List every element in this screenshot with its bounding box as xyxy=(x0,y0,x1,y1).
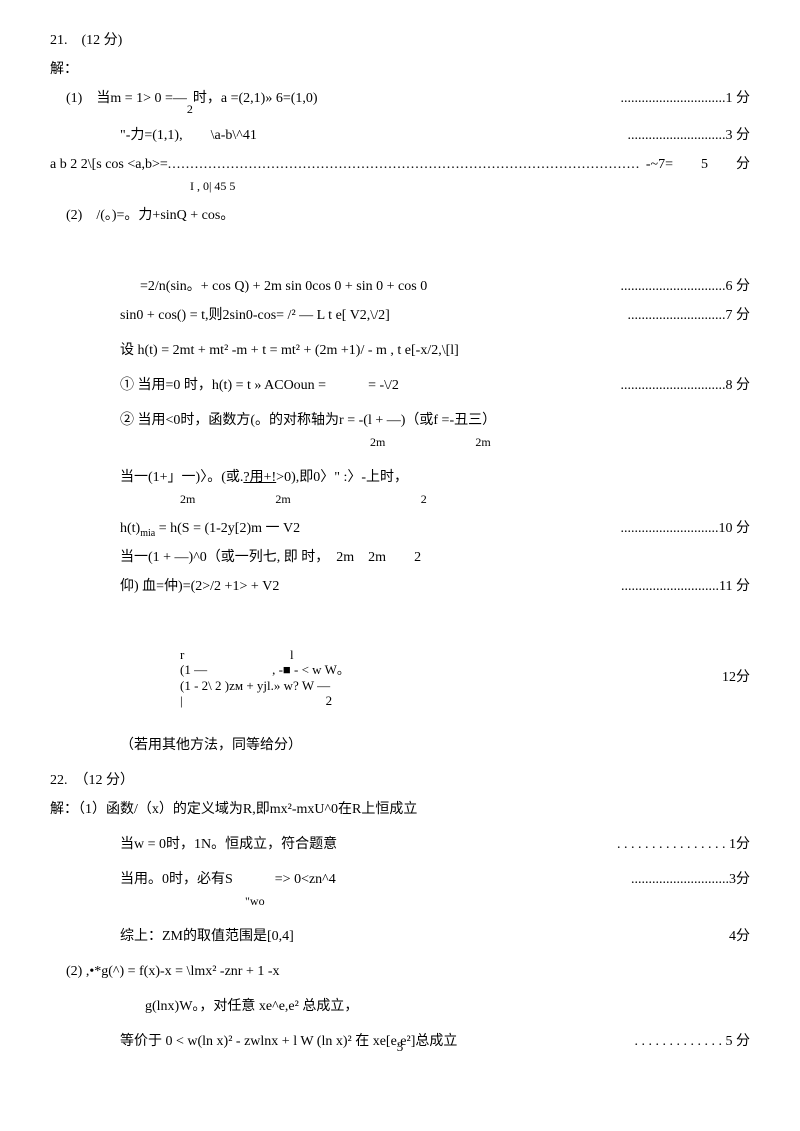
q21-p2-l10: 仰) 血=仲)=(2>/2 +1> + V2 .................… xyxy=(50,576,750,597)
q22-p2-l1: (2) ,•*g(^) = f(x)-x = \lmx² -znr + 1 -x xyxy=(50,961,750,982)
q22-p1-l3-sub: "wo xyxy=(50,892,750,912)
q22-p2-l2: g(lnx)W。，对任意 xe^e,e² 总成立， xyxy=(50,996,750,1017)
score-8: ..............................8 分 xyxy=(621,375,751,396)
score-11: ............................11 分 xyxy=(621,576,750,597)
q21-header: 21. (12 分) xyxy=(50,30,750,51)
q22-p1-l3: 当用。0时，必有S => 0<zn^4 ....................… xyxy=(50,869,750,890)
q22-header: 22. （12 分） xyxy=(50,770,750,791)
q21-p2-l9: 当一(1 + —)^0（或一列七, 即 时， 2m 2m 2 xyxy=(50,547,750,568)
q21-sol-label: 解： xyxy=(50,59,750,80)
q21-p1-l3: a b 2 2\[s cos <a,b>= ..................… xyxy=(50,154,750,175)
score-6: ..............................6 分 xyxy=(621,276,751,297)
score-1: ..............................1 分 xyxy=(621,88,751,109)
q21-p2-l6-sub: 2m2m xyxy=(50,433,750,453)
q21-p2-l4: 设 h(t) = 2mt + mt² -m + t = mt² + (2m +1… xyxy=(50,340,750,361)
q21-p2-l1: (2) /(。)=。力+sinQ + cos。 xyxy=(50,205,750,226)
score-1b: . . . . . . . . . . . . . . . . 1分 xyxy=(617,834,750,855)
score-3b: ............................3分 xyxy=(631,869,750,890)
q21-brace-block: rl (1 — , -■ - < w W。 (1 - 2\ 2 )zᴍ + yj… xyxy=(50,647,750,709)
q21-p2-l5: ① 当用=0 时，h(t) = t » ACOoun = = -\/2 ....… xyxy=(50,375,750,396)
q21-header-text: 21. (12 分) xyxy=(50,33,122,48)
page-number: 3 xyxy=(0,1037,800,1057)
q22-p1-l2: 当w = 0时，1N。恒成立，符合题意 . . . . . . . . . . … xyxy=(50,834,750,855)
score-12: 12分 xyxy=(722,667,750,688)
score-4b: 4分 xyxy=(729,926,750,947)
q21-p1-l2: "-力=(1,1), \a-b\^41 ....................… xyxy=(50,125,750,146)
q21-p1-l3-sub: I , 0| 45 5 xyxy=(50,177,750,197)
q22-p1-l4: 综上：ZM的取值范围是[0,4] 4分 xyxy=(50,926,750,947)
q21-p1-l1: (1) 当m = 1> 0 =— 2时，a =(2,1)» 6=(1,0) ..… xyxy=(50,88,750,117)
q21-p2-l7-sub: 2m2m2 xyxy=(50,490,750,510)
score-3: ............................3 分 xyxy=(628,125,751,146)
q21-note: （若用其他方法，同等给分） xyxy=(50,735,750,756)
q21-p2-l8: h(t)mia = h(S = (1-2y[2)m 一 V2 .........… xyxy=(50,518,750,539)
q21-p2-l6: ② 当用<0时，函数方(。的对称轴为r = -(l + —)（或f =-丑三） xyxy=(50,410,750,431)
q21-p2-l3: sin0 + cos() = t,则2sin0-cos= /² — L t e[… xyxy=(50,305,750,326)
q22-p1-l1: 解：（1）函数/（x）的定义域为R,即mx²-mxU^0在R上恒成立 xyxy=(50,799,750,820)
page-root: 21. (12 分) 解： (1) 当m = 1> 0 =— 2时，a =(2,… xyxy=(0,0,800,1081)
score-7: ............................7 分 xyxy=(628,305,751,326)
q21-p2-l2: =2/n(sin。+ cos Q) + 2m sin 0cos 0 + sin … xyxy=(50,276,750,297)
q21-p2-l7: 当一(1+」一)〉。(或.?用+!>0),即0〉" :〉-上时， xyxy=(50,467,750,488)
score-10: ............................10 分 xyxy=(621,518,751,539)
